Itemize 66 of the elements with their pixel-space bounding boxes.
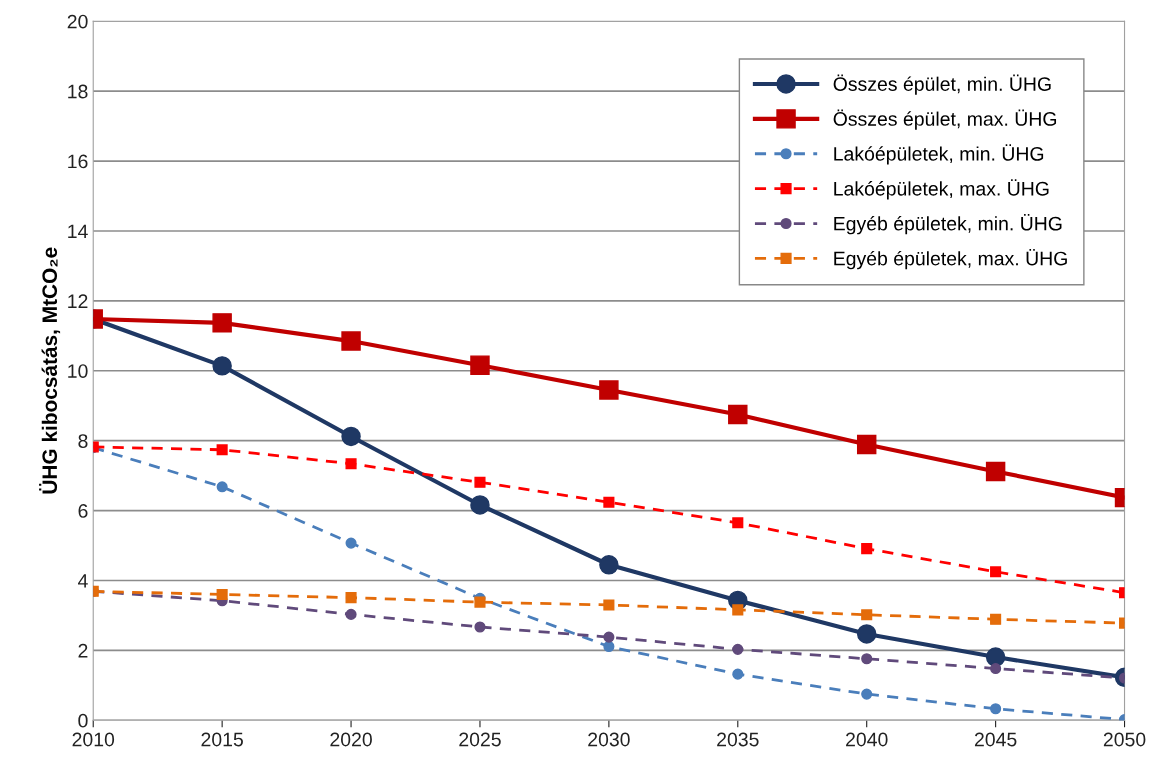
point xyxy=(603,631,615,643)
y-tick-label: 0 xyxy=(78,713,88,728)
point xyxy=(990,566,1002,578)
legend-label: Egyéb épületek, min. ÜHG xyxy=(834,214,1062,235)
x-tick-label: 2035 xyxy=(717,732,759,747)
point xyxy=(732,517,744,529)
legend-label: Lakóépületek, max. ÜHG xyxy=(834,179,1049,200)
point xyxy=(216,481,228,493)
x-tick-label: 2015 xyxy=(201,732,243,747)
point xyxy=(861,688,873,700)
point xyxy=(856,624,877,644)
point xyxy=(990,703,1002,715)
legend-label: Összes épület, min. ÜHG xyxy=(833,74,1051,95)
x-tick-label: 2030 xyxy=(588,732,630,747)
y-tick-label: 8 xyxy=(78,434,88,448)
point xyxy=(990,613,1002,625)
point xyxy=(985,647,1006,667)
point xyxy=(990,663,1002,675)
legend-label: Lakóépületek, min. ÜHG xyxy=(834,144,1044,165)
point xyxy=(603,496,615,508)
legend-label: Összes épület, max. ÜHG xyxy=(833,109,1057,130)
point xyxy=(603,640,615,653)
point xyxy=(474,596,486,608)
point xyxy=(345,608,357,620)
x-tick-label: 2020 xyxy=(330,732,372,747)
point xyxy=(474,621,486,633)
point xyxy=(474,476,486,488)
point xyxy=(345,458,357,470)
x-tick-label: 2010 xyxy=(72,732,115,747)
point xyxy=(603,599,615,611)
point xyxy=(216,588,228,601)
y-tick-label: 14 xyxy=(68,224,88,239)
point xyxy=(599,555,619,575)
y-tick-label: 10 xyxy=(68,364,88,379)
point xyxy=(345,592,357,604)
point xyxy=(216,444,228,456)
point xyxy=(728,404,748,425)
point xyxy=(345,537,357,549)
y-tick-label: 12 xyxy=(68,294,88,308)
y-tick-label: 18 xyxy=(68,84,88,99)
x-tick-label: 2050 xyxy=(1103,732,1146,747)
point xyxy=(861,609,873,621)
point xyxy=(732,668,744,680)
x-tick-label: 2025 xyxy=(459,732,501,747)
point xyxy=(341,331,361,351)
y-tick-label: 2 xyxy=(78,643,88,658)
point xyxy=(985,461,1006,482)
point xyxy=(861,543,873,555)
y-axis-title: ÜHG kibocsátás, MtCO₂e xyxy=(39,247,61,494)
point xyxy=(861,653,873,665)
y-tick-label: 6 xyxy=(78,504,88,518)
y-tick-label: 4 xyxy=(78,574,88,588)
y-tick-label: 16 xyxy=(68,154,88,169)
point xyxy=(212,356,232,376)
point xyxy=(732,643,744,655)
legend-label: Egyéb épületek, max. ÜHG xyxy=(834,248,1067,270)
x-tick-label: 2045 xyxy=(974,732,1017,747)
point xyxy=(341,426,361,447)
point xyxy=(732,604,744,616)
point xyxy=(470,495,490,515)
point xyxy=(470,355,490,375)
y-tick-label: 20 xyxy=(67,14,88,29)
point xyxy=(599,380,619,400)
point xyxy=(212,313,232,333)
point xyxy=(856,434,877,455)
x-tick-label: 2040 xyxy=(846,732,888,747)
